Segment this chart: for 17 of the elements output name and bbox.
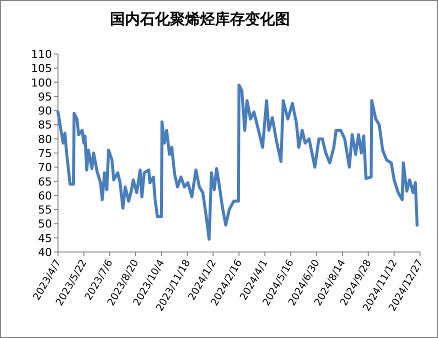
chart-title: 国内石化聚烯烃库存变化图 — [110, 10, 290, 28]
y-tick-label: 60 — [38, 189, 52, 202]
y-tick-label: 95 — [38, 90, 52, 104]
y-tick-label: 80 — [38, 132, 52, 146]
y-tick-label: 65 — [38, 175, 52, 188]
y-tick-label: 105 — [31, 62, 52, 76]
y-tick-label: 90 — [38, 104, 52, 118]
y-tick-label: 55 — [38, 204, 52, 217]
y-tick-label: 50 — [38, 218, 52, 231]
y-tick-label: 110 — [31, 48, 52, 61]
y-tick-label: 45 — [38, 232, 52, 245]
line-series — [56, 84, 419, 241]
y-tick-label: 70 — [38, 161, 52, 174]
y-tick-label: 85 — [38, 118, 52, 132]
y-tick-label: 100 — [31, 76, 52, 90]
y-tick-label: 40 — [38, 246, 52, 259]
y-tick-label: 75 — [38, 147, 52, 160]
